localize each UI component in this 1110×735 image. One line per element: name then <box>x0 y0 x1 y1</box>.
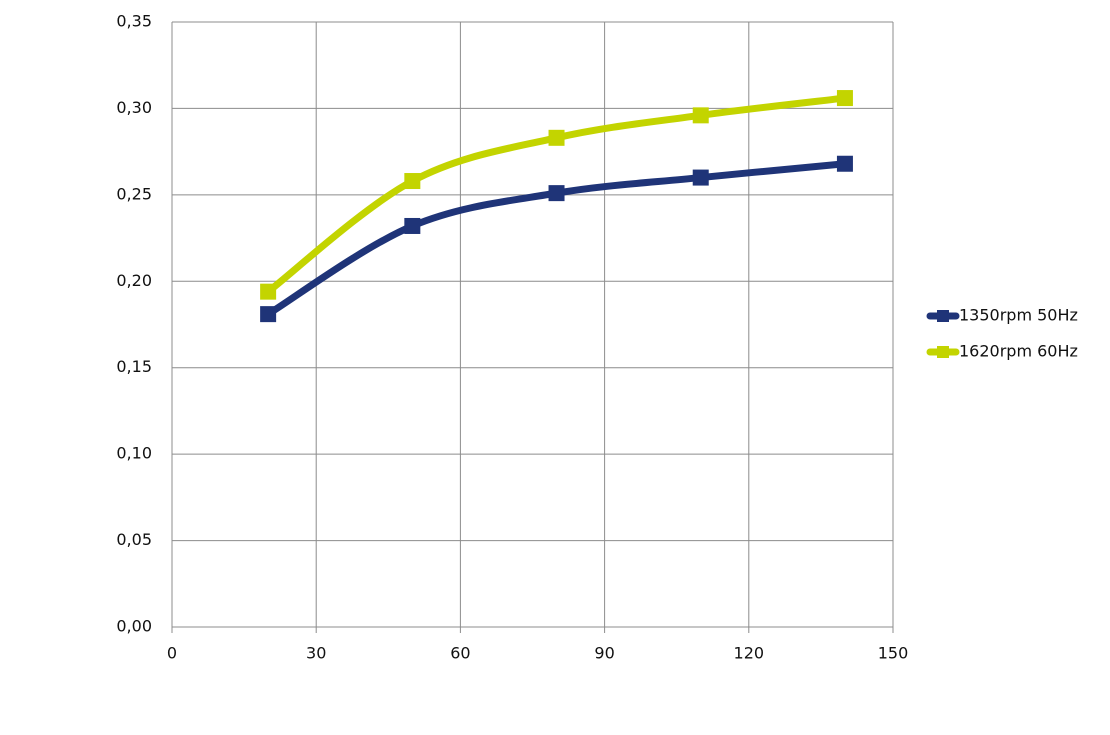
point-marker <box>692 169 709 186</box>
y-tick-label: 0,00 <box>116 617 152 636</box>
y-tick-label: 0,15 <box>116 357 152 376</box>
point-marker <box>692 107 709 124</box>
x-tick-label: 30 <box>306 644 326 663</box>
point-marker <box>836 90 853 107</box>
x-tick-label: 120 <box>734 644 765 663</box>
y-tick-label: 0,05 <box>116 530 152 549</box>
point-marker <box>260 283 277 300</box>
point-marker <box>548 129 565 146</box>
legend-marker <box>937 346 949 358</box>
point-marker <box>404 217 421 234</box>
y-tick-label: 0,25 <box>116 184 152 203</box>
point-marker <box>836 155 853 172</box>
x-tick-label: 60 <box>450 644 470 663</box>
y-tick-label: 0,20 <box>116 271 152 290</box>
y-tick-label: 0,10 <box>116 444 152 463</box>
point-marker <box>404 173 421 190</box>
x-tick-label: 90 <box>594 644 614 663</box>
point-marker <box>548 185 565 202</box>
legend-label: 1620rpm 60Hz <box>959 342 1078 361</box>
legend-marker <box>937 310 949 322</box>
x-tick-label: 150 <box>878 644 909 663</box>
legend-label: 1350rpm 50Hz <box>959 306 1078 325</box>
y-tick-label: 0,35 <box>116 12 152 31</box>
y-tick-label: 0,30 <box>116 98 152 117</box>
point-marker <box>260 306 277 323</box>
x-tick-label: 0 <box>167 644 177 663</box>
